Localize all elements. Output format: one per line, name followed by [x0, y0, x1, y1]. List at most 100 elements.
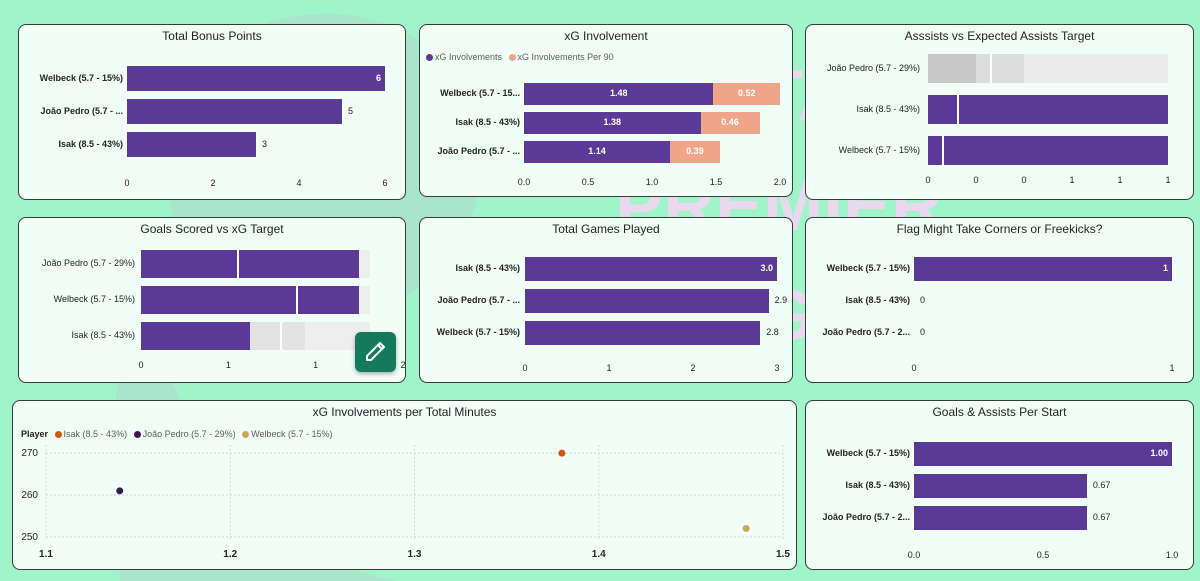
target-band — [1024, 54, 1168, 83]
bar — [141, 322, 251, 350]
panel-ga-per-start[interactable]: Goals & Assists Per Start Welbeck (5.7 -… — [805, 400, 1194, 570]
data-label: 3.0 — [760, 263, 773, 273]
category-label: Isak (8.5 - 43%) — [856, 103, 920, 114]
chart-title: Goals Scored vs xG Target — [140, 222, 284, 236]
bar — [525, 257, 777, 281]
x-tick-label: 0.0 — [907, 550, 921, 560]
edit-button[interactable] — [355, 332, 396, 372]
category-label: João Pedro (5.7 - 2... — [822, 327, 910, 337]
x-tick-label: 0.0 — [517, 177, 531, 187]
data-label: 2.8 — [766, 327, 779, 337]
target-line — [956, 95, 959, 124]
category-label: Isak (8.5 - 43%) — [845, 480, 910, 490]
pencil-icon — [366, 342, 385, 361]
chart-legend: xG Involvements xG Involvements Per 90 — [426, 52, 614, 62]
category-label: João Pedro (5.7 - ... — [40, 105, 123, 116]
scatter-point — [116, 487, 124, 495]
bar — [141, 250, 360, 278]
y-tick-label: 250 — [21, 532, 38, 543]
x-tick-label: 6 — [382, 178, 388, 188]
chart-title: xG Involvements per Total Minutes — [312, 405, 497, 419]
chart-title: Total Games Played — [552, 222, 660, 236]
data-label: 1.48 — [609, 88, 628, 98]
chart-title: Asssists vs Expected Assists Target — [904, 29, 1095, 43]
legend-label: Isak (8.5 - 43%) — [63, 429, 128, 439]
x-tick-label: 1 — [1169, 363, 1175, 373]
bar — [127, 132, 256, 157]
bar — [127, 66, 385, 91]
panel-total-bonus-points[interactable]: Total Bonus Points Welbeck (5.7 - 15%) 6 J… — [18, 24, 406, 200]
x-tick-label: 3 — [774, 363, 780, 373]
data-label: 1 — [1162, 263, 1168, 273]
x-tick-label: 0 — [138, 360, 144, 370]
x-tick-label: 1.2 — [223, 549, 237, 560]
scatter-point — [742, 524, 750, 532]
x-tick-label: 2 — [690, 363, 696, 373]
x-tick-label: 4 — [296, 178, 302, 188]
x-tick-label: 1 — [1069, 175, 1075, 185]
category-label: João Pedro (5.7 - ... — [437, 295, 520, 305]
legend-label: xG Involvements Per 90 — [517, 52, 614, 62]
data-label: 0.46 — [721, 117, 739, 127]
bar — [524, 83, 714, 105]
category-label: Isak (8.5 - 43%) — [58, 138, 123, 149]
target-line — [279, 322, 282, 350]
data-label: 0.39 — [686, 146, 704, 156]
bar — [914, 257, 1172, 281]
chart-title: Total Bonus Points — [162, 29, 262, 43]
x-tick-label: 2 — [210, 178, 216, 188]
x-tick-label: 0 — [925, 175, 931, 185]
legend-title: Player — [21, 429, 49, 439]
data-label: 0.52 — [737, 88, 756, 98]
data-label: 2.9 — [774, 295, 788, 305]
bar — [914, 474, 1087, 498]
panel-xg-involvement[interactable]: xG Involvement xG Involvements xG Involv… — [419, 24, 793, 197]
category-label: Welbeck (5.7 - 15%) — [436, 327, 520, 337]
category-label: Isak (8.5 - 43%) — [455, 263, 520, 273]
y-tick-label: 260 — [21, 490, 38, 501]
data-label: 0.67 — [1092, 512, 1111, 522]
category-label: Welbeck (5.7 - 15... — [440, 88, 520, 98]
x-tick-label: 0 — [1021, 175, 1027, 185]
panel-goals-target[interactable]: Goals Scored vs xG Target João Pedro (5.… — [18, 217, 406, 383]
bar — [141, 286, 360, 314]
x-tick-label: 2.0 — [773, 177, 787, 187]
target-line — [942, 136, 945, 165]
panel-corners-flag[interactable]: Flag Might Take Corners or Freekicks? We… — [805, 217, 1194, 383]
legend-dot-icon — [426, 54, 433, 61]
target-line — [296, 286, 299, 314]
panel-xg-per-minutes[interactable]: xG Involvements per Total Minutes Player… — [12, 400, 797, 570]
x-tick-label: 2 — [400, 360, 406, 370]
x-tick-label: 1 — [1117, 175, 1123, 185]
chart-title: xG Involvement — [564, 29, 648, 43]
x-tick-label: 0 — [973, 175, 979, 185]
x-tick-label: 0 — [124, 178, 130, 188]
x-tick-label: 0 — [911, 363, 917, 373]
x-tick-label: 1 — [313, 360, 319, 370]
bar — [928, 136, 1168, 165]
legend-label: Welbeck (5.7 - 15%) — [251, 429, 333, 439]
data-label: 1.00 — [1150, 448, 1168, 458]
target-line — [990, 54, 993, 83]
panel-assists-target[interactable]: Asssists vs Expected Assists Target João… — [805, 24, 1194, 200]
bar — [700, 112, 760, 134]
x-tick-label: 0.5 — [581, 177, 595, 187]
target-band — [239, 322, 305, 350]
data-label: 1.14 — [588, 146, 606, 156]
x-tick-label: 1 — [1165, 175, 1171, 185]
bar — [127, 99, 342, 124]
bar — [525, 289, 769, 313]
panel-total-games-played[interactable]: Total Games Played Isak (8.5 - 43%) 3.0 Jo… — [419, 217, 793, 383]
category-label: Welbeck (5.7 - 15%) — [826, 263, 910, 273]
data-label: 1.38 — [603, 117, 622, 127]
x-tick-label: 1 — [225, 360, 231, 370]
target-band — [928, 54, 976, 83]
x-tick-label: 1.1 — [39, 549, 53, 560]
legend-dot-icon — [508, 54, 516, 61]
legend-label: xG Involvements — [435, 52, 503, 62]
category-label: João Pedro (5.7 - 29%) — [826, 62, 920, 73]
target-band — [976, 54, 1024, 83]
x-tick-label: 0 — [522, 363, 528, 373]
scatter-plot: 1.1 1.2 1.3 1.4 1.5 270 260 250 — [21, 445, 790, 560]
x-tick-label: 1.4 — [592, 549, 606, 560]
